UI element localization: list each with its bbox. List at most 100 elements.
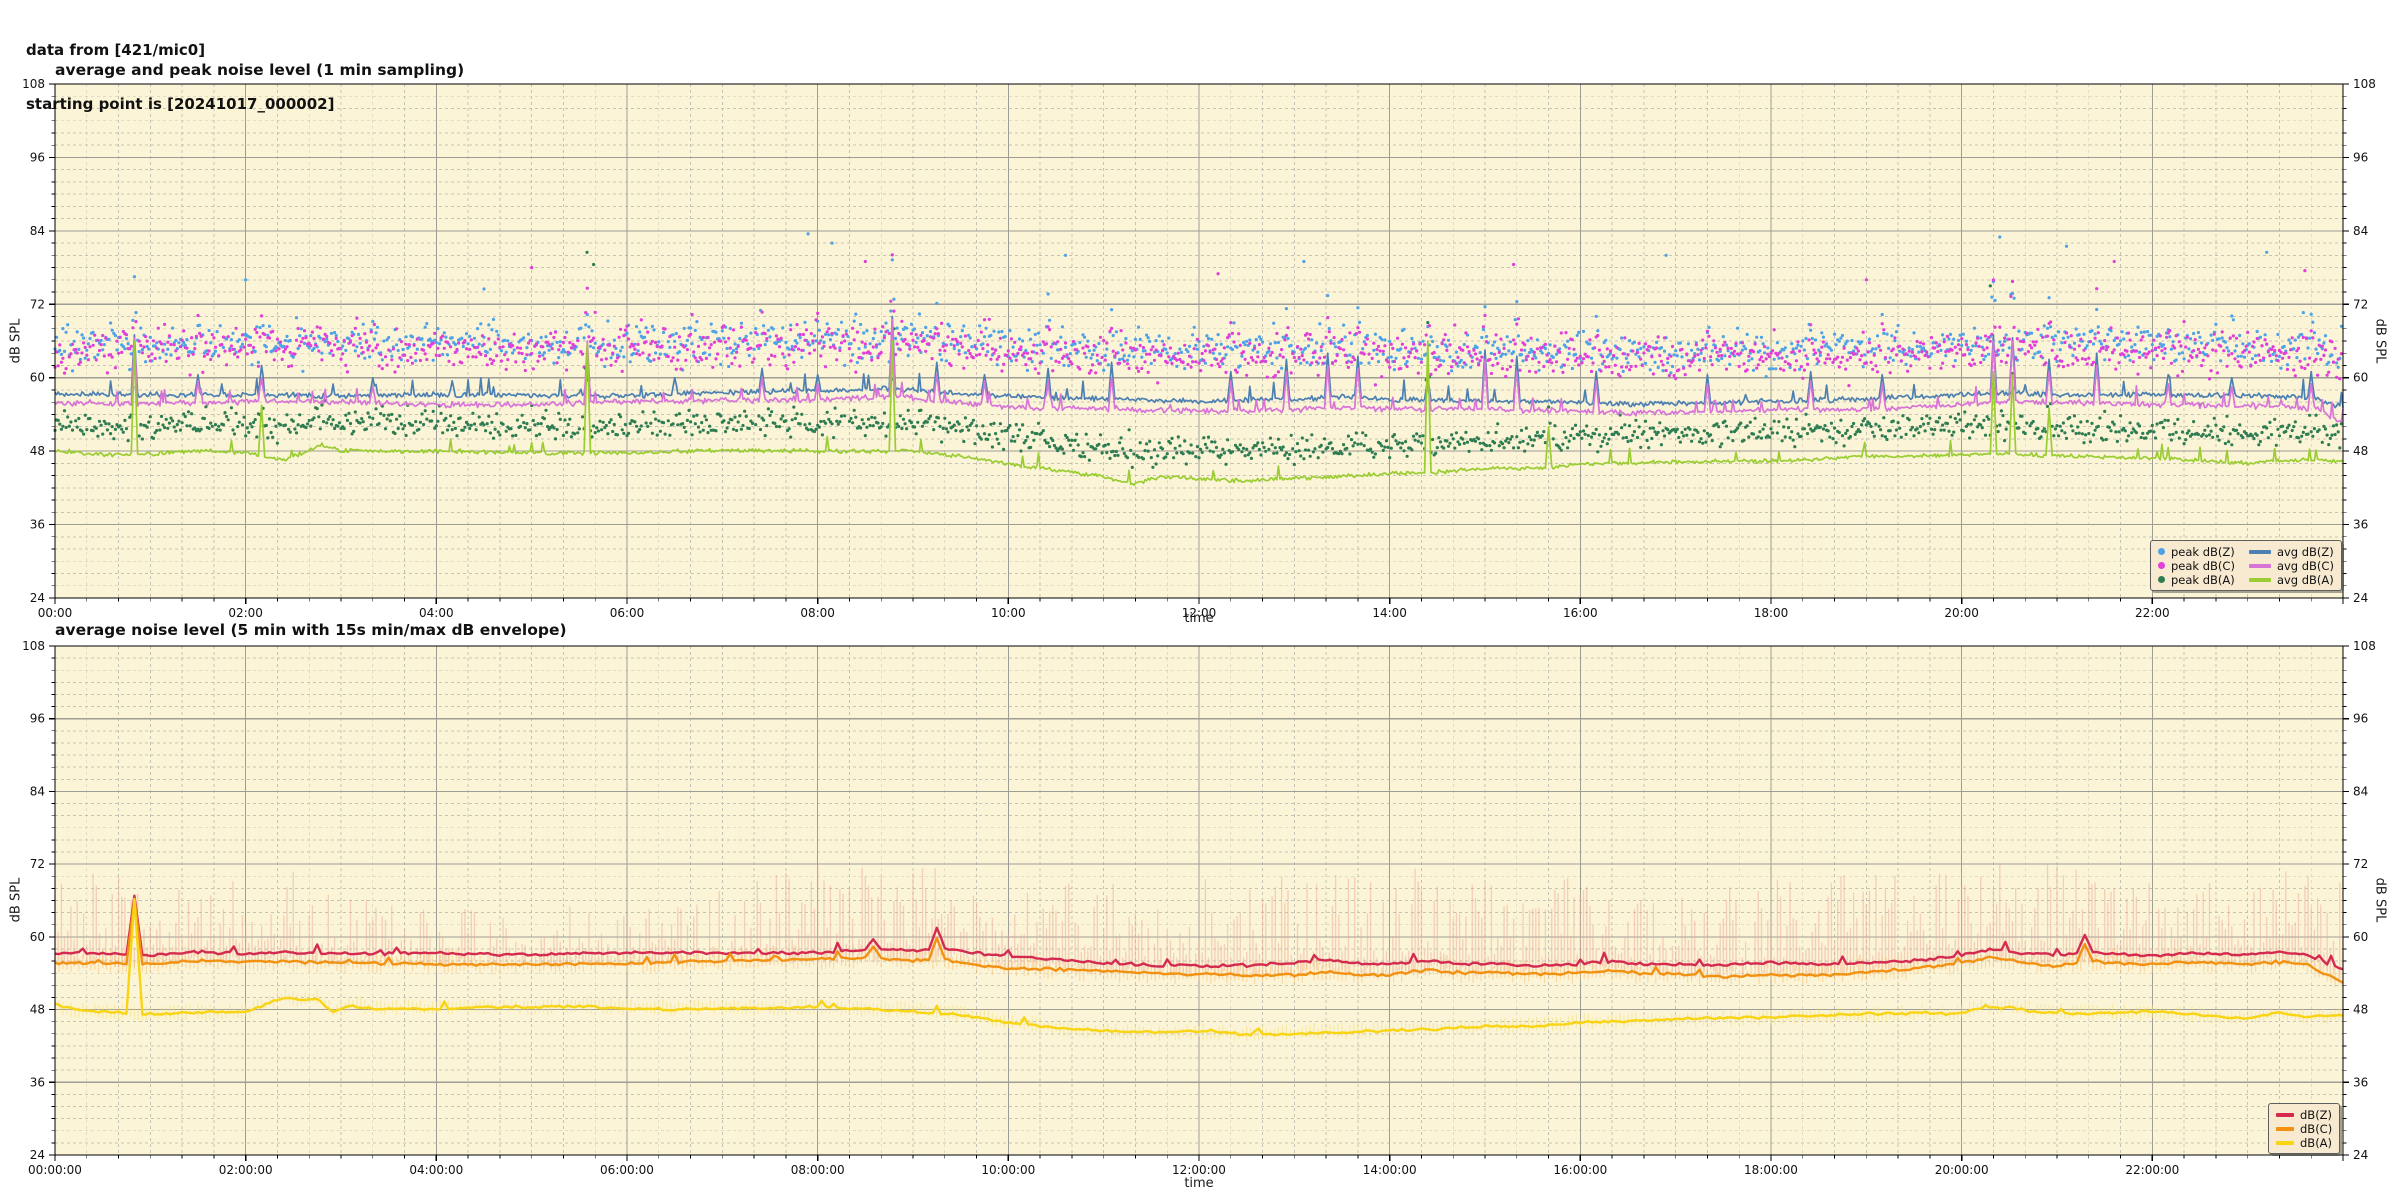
legend-column-bands: dB(Z) dB(C) dB(A): [2276, 1108, 2332, 1149]
line-avg dB(C): [54, 318, 2344, 423]
axis-ticks: [49, 83, 2349, 604]
legend-item-peak-c: peak dB(C): [2158, 559, 2235, 572]
legend-label: peak dB(C): [2171, 558, 2235, 573]
svg-text:12:00: 12:00: [1182, 606, 1217, 620]
svg-text:00:00: 00:00: [38, 606, 73, 620]
legend-column-avgs: avg dB(Z) avg dB(C) avg dB(A): [2248, 545, 2334, 587]
bottom-ylabel-left: dB SPL: [8, 877, 24, 923]
legend-item-avg-z: avg dB(Z): [2248, 545, 2334, 558]
svg-text:84: 84: [2353, 784, 2368, 798]
minor-grid: [55, 646, 2343, 1155]
legend-label: dB(Z): [2300, 1107, 2333, 1122]
legend-item-peak-z: peak dB(Z): [2158, 545, 2235, 558]
svg-text:96: 96: [30, 150, 45, 164]
legend-item-dbc: dB(C): [2276, 1122, 2332, 1135]
line-avg dB(Z): [54, 315, 2344, 409]
svg-text:06:00: 06:00: [610, 606, 645, 620]
svg-text:108: 108: [2353, 77, 2376, 91]
avg-a-line-icon: [2248, 577, 2271, 582]
svg-text:08:00:00: 08:00:00: [791, 1163, 845, 1177]
svg-text:06:00:00: 06:00:00: [600, 1163, 654, 1177]
legend-item-peak-a: peak dB(A): [2158, 573, 2235, 586]
svg-text:84: 84: [30, 224, 45, 238]
legend-item-avg-a: avg dB(A): [2248, 572, 2334, 587]
svg-text:16:00: 16:00: [1563, 606, 1598, 620]
svg-text:60: 60: [2353, 930, 2368, 944]
svg-text:00:00:00: 00:00:00: [28, 1163, 82, 1177]
line-avg dB(A): [54, 340, 2344, 487]
svg-text:12:00:00: 12:00:00: [1172, 1163, 1226, 1177]
svg-text:02:00:00: 02:00:00: [219, 1163, 273, 1177]
legend-label: peak dB(Z): [2171, 544, 2235, 559]
legend-label: dB(A): [2300, 1135, 2333, 1150]
svg-text:18:00:00: 18:00:00: [1744, 1163, 1798, 1177]
svg-text:96: 96: [2353, 712, 2368, 726]
svg-text:84: 84: [30, 784, 45, 798]
svg-text:24: 24: [2353, 1148, 2368, 1162]
svg-text:14:00:00: 14:00:00: [1363, 1163, 1417, 1177]
svg-text:10:00:00: 10:00:00: [981, 1163, 1035, 1177]
bottom-ylabel-right: dB SPL: [2372, 877, 2388, 923]
svg-text:72: 72: [30, 297, 45, 311]
svg-text:48: 48: [30, 444, 45, 458]
legend-label: avg dB(A): [2276, 572, 2334, 587]
svg-text:36: 36: [2353, 1075, 2368, 1089]
svg-text:36: 36: [30, 1075, 45, 1089]
line-dB(A): [54, 898, 2344, 1037]
legend-label: peak dB(A): [2171, 572, 2235, 587]
svg-text:16:00:00: 16:00:00: [1553, 1163, 1607, 1177]
line-dB(C): [54, 897, 2344, 984]
svg-text:10:00: 10:00: [991, 606, 1026, 620]
svg-text:108: 108: [2353, 639, 2376, 653]
svg-text:20:00:00: 20:00:00: [1935, 1163, 1989, 1177]
svg-text:48: 48: [2353, 444, 2368, 458]
svg-text:22:00:00: 22:00:00: [2125, 1163, 2179, 1177]
svg-text:60: 60: [30, 930, 45, 944]
legend-item-dba: dB(A): [2276, 1136, 2332, 1149]
top-ylabel-left: dB SPL: [8, 318, 24, 364]
top-chart-legend: peak dB(Z) peak dB(C) peak dB(A) avg dB(…: [2150, 540, 2342, 591]
axis-ticks: [49, 645, 2349, 1161]
bottom-chart-title: average noise level (5 min with 15s min/…: [55, 621, 567, 639]
svg-text:24: 24: [30, 1148, 45, 1162]
svg-text:108: 108: [22, 77, 45, 91]
bottom-xlabel: time: [1184, 1176, 1214, 1191]
svg-text:22:00: 22:00: [2135, 606, 2170, 620]
legend-label: dB(C): [2300, 1121, 2333, 1136]
svg-text:48: 48: [30, 1003, 45, 1017]
header-start-line: starting point is [20241017_000002]: [26, 95, 335, 113]
chart-0: 00:00 02:00 04:00 06:00 08:00 10:00 12:00 14:00…: [22, 77, 2376, 620]
dba-line-icon: [2276, 1140, 2294, 1145]
top-xlabel: time: [1184, 611, 1214, 626]
svg-text:60: 60: [30, 371, 45, 385]
svg-text:36: 36: [30, 518, 45, 532]
svg-text:60: 60: [2353, 371, 2368, 385]
legend-item-avg-c: avg dB(C): [2248, 559, 2334, 572]
svg-text:14:00: 14:00: [1372, 606, 1407, 620]
legend-column-peaks: peak dB(Z) peak dB(C) peak dB(A): [2158, 545, 2235, 586]
tick-labels: 00:00 02:00 04:00 06:00 08:00 10:00 12:00 14:00…: [22, 77, 2376, 620]
svg-text:84: 84: [2353, 224, 2368, 238]
svg-text:108: 108: [22, 639, 45, 653]
svg-text:04:00: 04:00: [419, 606, 454, 620]
svg-text:18:00: 18:00: [1754, 606, 1789, 620]
svg-text:36: 36: [2353, 518, 2368, 532]
dbc-line-icon: [2276, 1126, 2294, 1131]
figure-header: data from [421/mic0] starting point is […: [26, 5, 334, 131]
svg-text:48: 48: [2353, 1003, 2368, 1017]
minor-grid: [55, 84, 2343, 598]
svg-text:96: 96: [30, 712, 45, 726]
tick-labels: 00:00:00 02:00:00 04:00:00 06:00:00 08:00:00…: [22, 639, 2376, 1177]
svg-text:24: 24: [2353, 591, 2368, 605]
header-source-line: data from [421/mic0]: [26, 41, 206, 59]
legend-item-dbz: dB(Z): [2276, 1108, 2332, 1121]
line-dB(Z): [54, 894, 2344, 971]
top-chart-title: average and peak noise level (1 min samp…: [55, 61, 465, 79]
top-ylabel-right: dB SPL: [2372, 318, 2388, 364]
svg-text:72: 72: [30, 857, 45, 871]
svg-text:72: 72: [2353, 857, 2368, 871]
avg-z-line-icon: [2248, 549, 2271, 554]
chart-1: 00:00:00 02:00:00 04:00:00 06:00:00 08:00:00…: [22, 639, 2376, 1177]
